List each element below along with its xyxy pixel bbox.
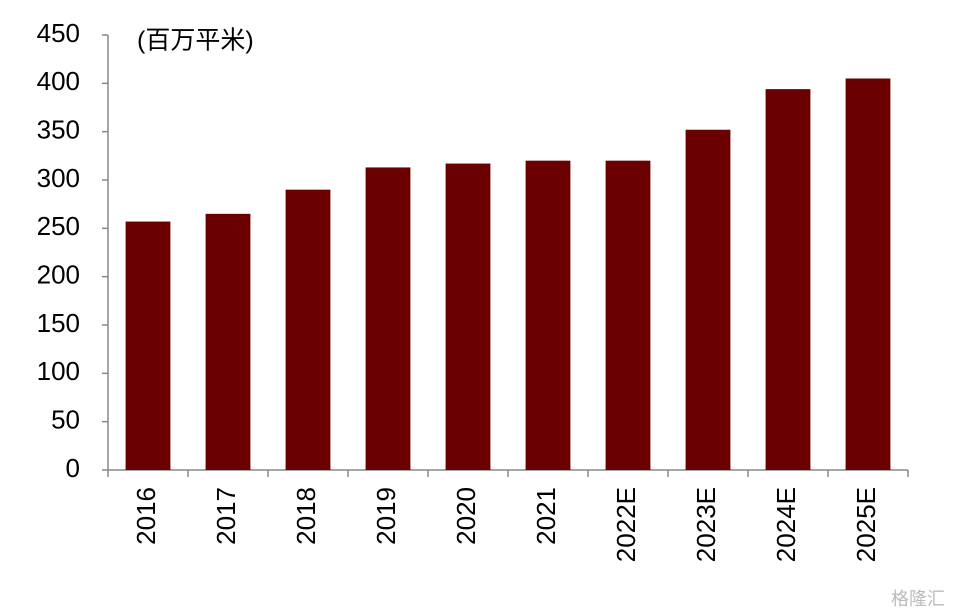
- x-tick-label: 2021: [531, 487, 561, 545]
- y-tick-label: 200: [37, 260, 80, 290]
- x-tick-label: 2025E: [851, 487, 881, 562]
- y-tick-label: 250: [37, 211, 80, 241]
- x-tick-label: 2020: [451, 487, 481, 545]
- watermark: 格隆汇: [891, 589, 945, 609]
- x-tick-label: 2017: [211, 487, 241, 545]
- y-tick-label: 0: [66, 453, 80, 483]
- bar: [125, 221, 171, 470]
- bar: [845, 78, 891, 470]
- bar: [365, 167, 411, 470]
- x-tick-label: 2023E: [691, 487, 721, 562]
- bar: [765, 89, 811, 470]
- x-tick-label: 2019: [371, 487, 401, 545]
- bar: [605, 160, 651, 470]
- y-tick-label: 450: [37, 18, 80, 48]
- unit-label: (百万平米): [137, 27, 254, 55]
- bar: [685, 129, 731, 470]
- bar: [285, 189, 331, 470]
- bar: [445, 163, 491, 471]
- y-tick-label: 100: [37, 356, 80, 386]
- y-tick-label: 300: [37, 163, 80, 193]
- y-tick-label: 400: [37, 66, 80, 96]
- bar: [205, 213, 251, 471]
- bar: [525, 160, 571, 470]
- y-tick-label: 50: [51, 405, 80, 435]
- x-tick-label: 2016: [131, 487, 161, 545]
- y-tick-label: 150: [37, 308, 80, 338]
- x-tick-label: 2022E: [611, 487, 641, 562]
- y-tick-label: 350: [37, 115, 80, 145]
- x-tick-label: 2024E: [771, 487, 801, 562]
- x-tick-label: 2018: [291, 487, 321, 545]
